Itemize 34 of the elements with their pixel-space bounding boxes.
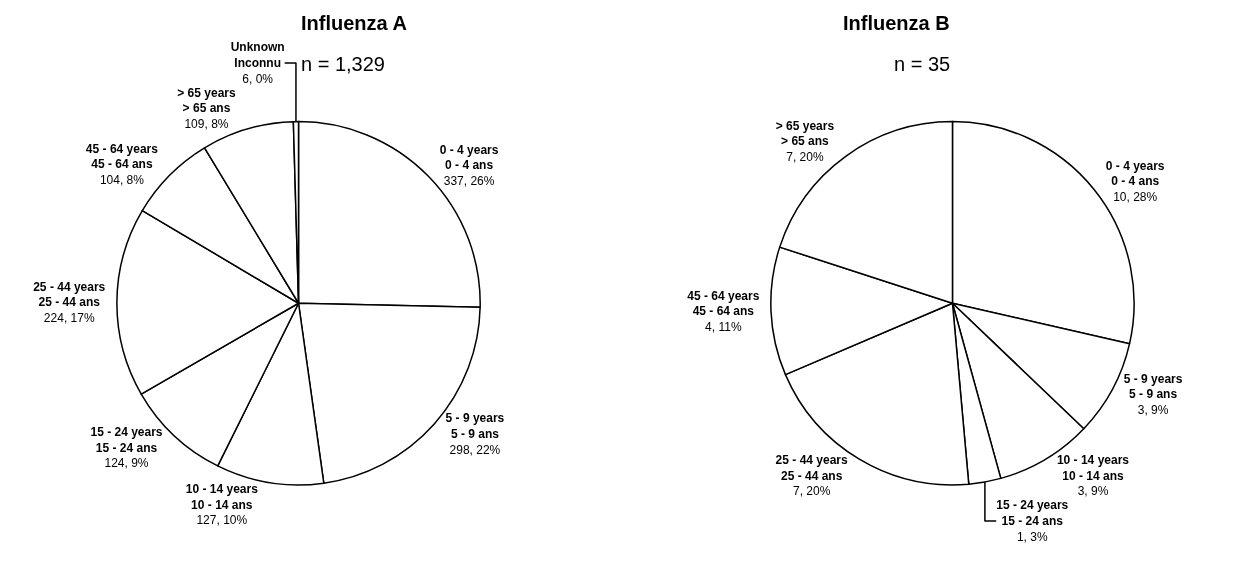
data-label: 3, 9% (1077, 484, 1109, 499)
slice-label: 0 - 4 years 0 - 4 ans (1105, 158, 1165, 189)
slice-label: 0 - 4 years 0 - 4 ans (439, 142, 499, 173)
chart-title: Influenza A (301, 12, 407, 34)
text: n = 1,329 (301, 53, 385, 75)
data-label: 298, 22% (449, 442, 501, 457)
data-label: 109, 8% (184, 116, 229, 131)
data-label: 124, 9% (104, 456, 149, 471)
chart-subtitle: n = 35 (894, 53, 951, 75)
data-label: 337, 26% (443, 173, 495, 188)
slice-label: 5 - 9 years 5 - 9 ans (1123, 371, 1183, 402)
slice-label: 10 - 14 years 10 - 14 ans (185, 481, 259, 512)
slice-label: 25 - 44 years 25 - 44 ans (33, 279, 106, 310)
slice-label: Unknown Inconnu (230, 40, 285, 70)
data-label: 4, 11% (705, 320, 742, 335)
data-label: 6, 0% (242, 71, 274, 86)
slice-label: 15 - 24 years 15 - 24 ans (996, 498, 1069, 529)
data-label: 10, 28% (1113, 189, 1158, 204)
data-label: 104, 8% (99, 172, 145, 187)
data-label: 7, 20% (786, 150, 824, 165)
data-label: 224, 17% (43, 310, 95, 325)
slice-label: 45 - 64 years 45 - 64 ans (85, 141, 159, 172)
data-label: 3, 9% (1137, 403, 1169, 417)
slice-label: 5 - 9 years 5 - 9 ans (445, 411, 505, 441)
chart-title: Influenza B (843, 12, 950, 34)
slice-label: > 65 years > 65 ans (775, 118, 835, 149)
slice-label: 10 - 14 years 10 - 14 ans (1056, 453, 1130, 483)
data-label: 127, 10% (196, 513, 248, 528)
slice-label: 15 - 24 years 15 - 24 ans (90, 425, 163, 455)
slice-label: 45 - 64 years 45 - 64 ans (687, 288, 760, 319)
data-label: 1, 3% (1016, 529, 1048, 544)
slice-label: 25 - 44 years 25 - 44 ans (775, 453, 848, 483)
slice-label: > 65 years > 65 ans (177, 85, 236, 116)
data-label: 7, 20% (792, 484, 831, 499)
